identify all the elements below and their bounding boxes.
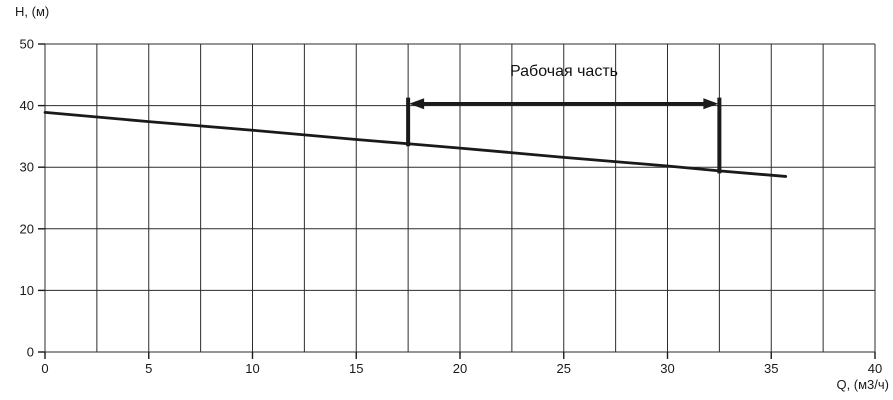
x-tick-label: 15	[349, 361, 363, 376]
x-tick-label: 35	[764, 361, 778, 376]
x-tick-label: 0	[41, 361, 48, 376]
x-tick-label: 10	[245, 361, 259, 376]
x-tick-label: 30	[660, 361, 674, 376]
x-tick-label: 40	[868, 361, 882, 376]
x-tick-label: 25	[557, 361, 571, 376]
y-tick-label: 0	[27, 345, 34, 360]
y-tick-label: 40	[20, 98, 34, 113]
y-axis-title: Н, (м)	[15, 4, 50, 19]
arrowhead-right-icon	[703, 98, 719, 110]
y-tick-label: 20	[20, 221, 34, 236]
x-axis-title: Q, (м3/ч)	[836, 377, 889, 392]
y-tick-label: 30	[20, 160, 34, 175]
y-tick-label: 50	[20, 37, 34, 52]
x-tick-label: 5	[145, 361, 152, 376]
arrowhead-left-icon	[409, 98, 425, 110]
x-tick-label: 20	[453, 361, 467, 376]
y-tick-label: 10	[20, 283, 34, 298]
working-range-label: Рабочая часть	[510, 63, 618, 80]
pump-curve	[43, 110, 788, 178]
